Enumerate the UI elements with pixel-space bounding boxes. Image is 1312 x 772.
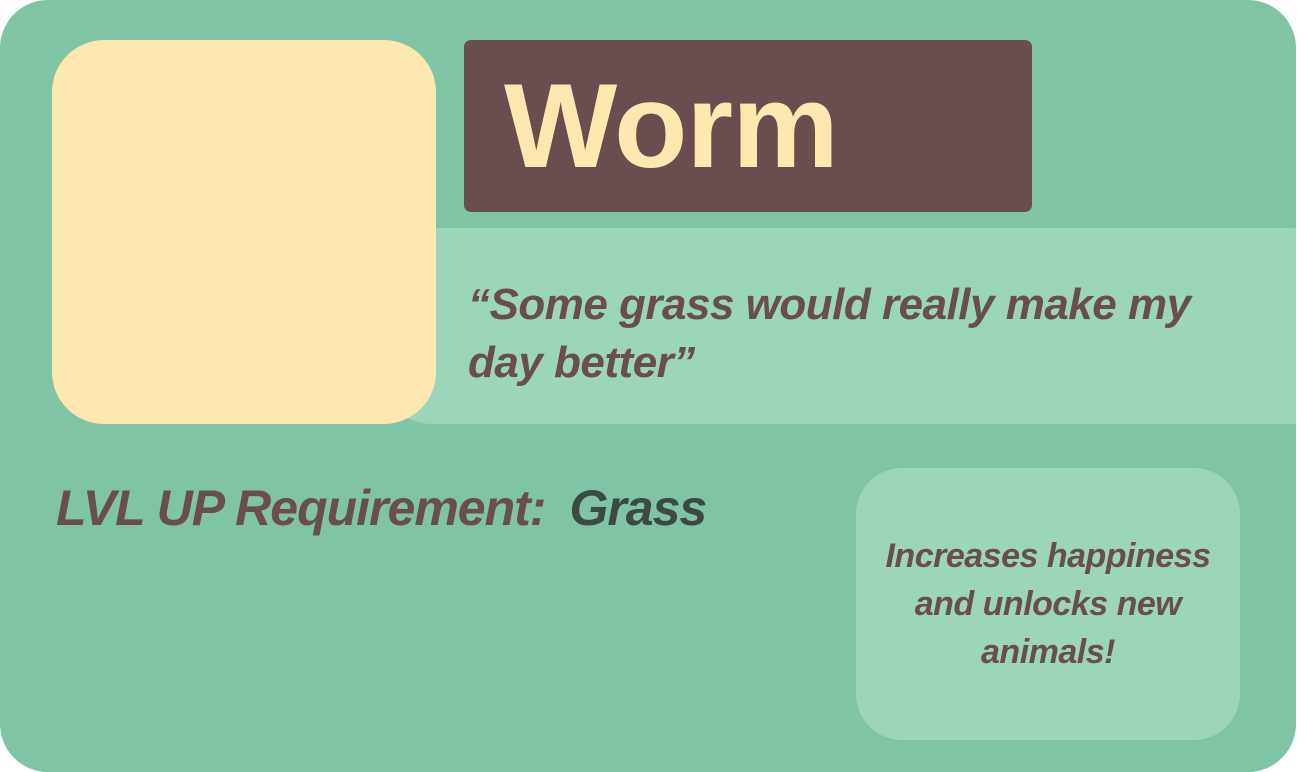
animal-portrait <box>52 40 436 424</box>
requirement-label: LVL UP Requirement: <box>56 480 546 536</box>
reward-panel: Increases happiness and unlocks new anim… <box>856 468 1240 740</box>
level-up-requirement: LVL UP Requirement: Grass <box>56 476 707 540</box>
quote-panel: “Some grass would really make my day bet… <box>380 228 1296 424</box>
requirement-value: Grass <box>569 480 707 536</box>
reward-description: Increases happiness and unlocks new anim… <box>885 537 1211 671</box>
animal-quote: “Some grass would really make my day bet… <box>468 280 1191 387</box>
animal-name: Worm <box>504 59 839 193</box>
name-banner: Worm <box>464 40 1032 212</box>
